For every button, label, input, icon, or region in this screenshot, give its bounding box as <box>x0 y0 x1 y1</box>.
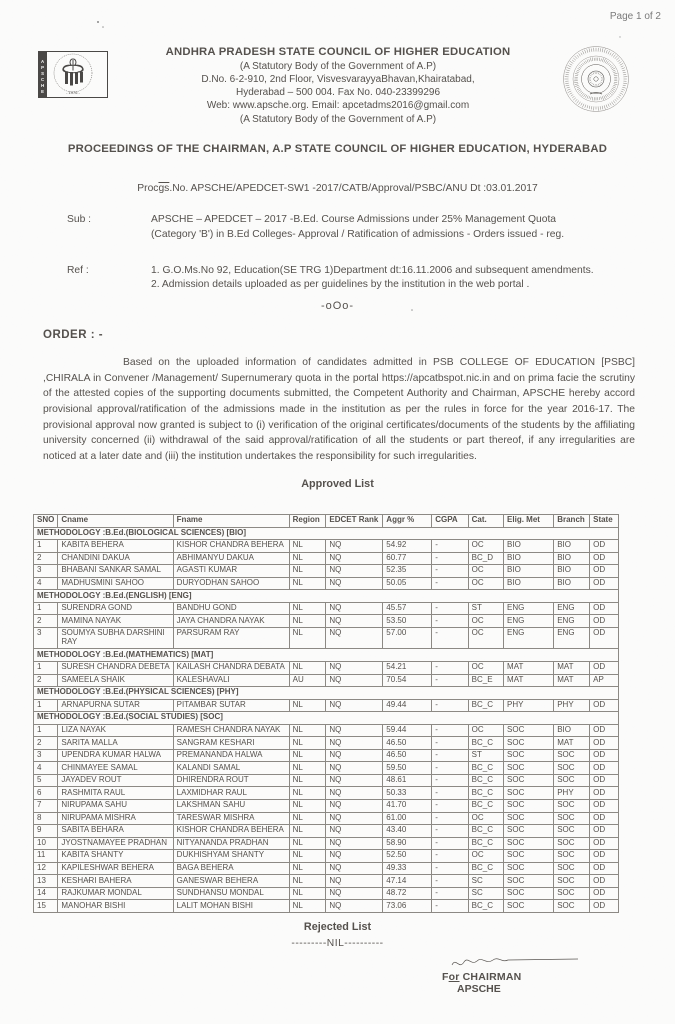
svg-text:H: H <box>41 83 44 88</box>
svg-text:E: E <box>41 89 44 94</box>
svg-text:P: P <box>41 65 44 70</box>
svg-text:C: C <box>41 77 44 82</box>
svg-text:S: S <box>41 71 44 76</box>
svg-text:- 1976 -: - 1976 - <box>66 90 80 95</box>
svg-text:A: A <box>41 59 44 64</box>
